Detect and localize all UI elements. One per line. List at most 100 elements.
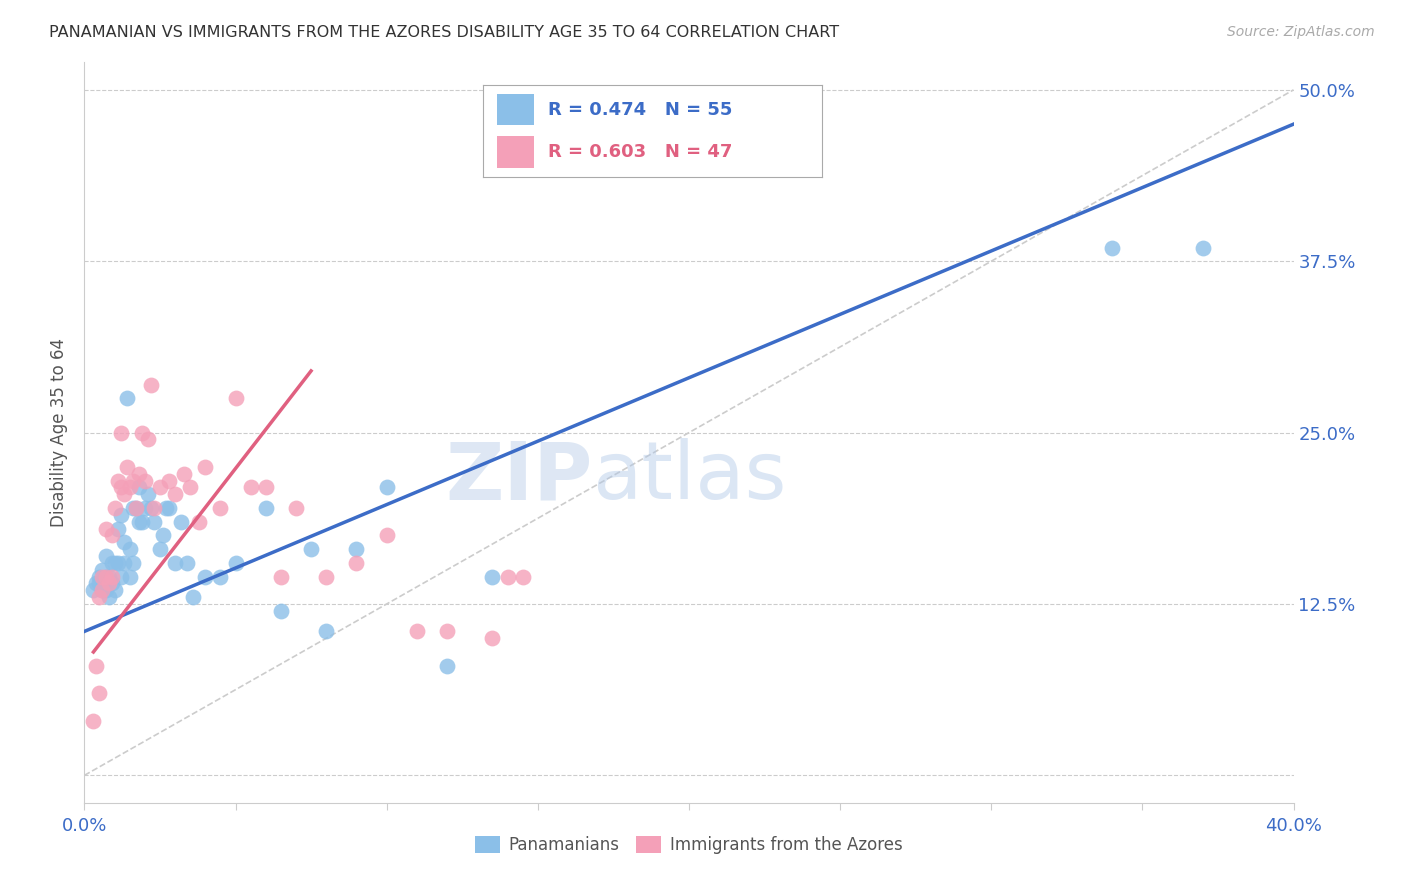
Point xyxy=(100,556,122,570)
Point xyxy=(100,576,122,591)
Point xyxy=(107,522,129,536)
Point xyxy=(149,542,172,557)
Point xyxy=(118,480,141,494)
Point xyxy=(136,433,159,447)
Point xyxy=(115,459,138,474)
Point xyxy=(107,556,129,570)
Point xyxy=(436,658,458,673)
Point xyxy=(375,528,398,542)
Point xyxy=(142,515,165,529)
Point xyxy=(315,624,337,639)
Point xyxy=(86,576,108,591)
Point xyxy=(155,501,177,516)
Point xyxy=(118,542,141,557)
Point xyxy=(82,583,104,598)
Point xyxy=(91,569,114,583)
Point xyxy=(209,569,232,583)
Point xyxy=(142,501,165,516)
Point xyxy=(110,480,132,494)
Point xyxy=(173,467,195,481)
Point xyxy=(100,528,122,542)
Point xyxy=(94,549,117,563)
Point xyxy=(315,569,337,583)
Point xyxy=(131,515,153,529)
Point xyxy=(125,501,148,516)
Point xyxy=(128,480,150,494)
Point xyxy=(170,515,193,529)
Point xyxy=(254,501,277,516)
Point xyxy=(1101,240,1123,255)
Point xyxy=(112,487,135,501)
Point xyxy=(239,480,262,494)
Point xyxy=(104,583,127,598)
Point xyxy=(94,569,117,583)
Point xyxy=(299,542,322,557)
Point xyxy=(91,583,114,598)
Point xyxy=(139,377,162,392)
Point xyxy=(112,556,135,570)
Point xyxy=(406,624,429,639)
Point xyxy=(179,480,201,494)
Point xyxy=(86,658,108,673)
Point xyxy=(112,535,135,549)
Point xyxy=(107,474,129,488)
Point xyxy=(512,569,534,583)
Point xyxy=(94,583,117,598)
Point xyxy=(104,501,127,516)
Point xyxy=(91,563,114,577)
Point xyxy=(181,590,204,604)
Legend: Panamanians, Immigrants from the Azores: Panamanians, Immigrants from the Azores xyxy=(468,830,910,861)
Point xyxy=(121,501,143,516)
Point xyxy=(225,556,247,570)
Point xyxy=(136,487,159,501)
Point xyxy=(100,569,122,583)
Point xyxy=(157,474,180,488)
Point xyxy=(128,515,150,529)
Point xyxy=(481,632,503,646)
Point xyxy=(1192,240,1215,255)
Point xyxy=(115,392,138,406)
Point xyxy=(131,425,153,440)
Point xyxy=(94,569,117,583)
Point xyxy=(270,569,292,583)
Point xyxy=(481,569,503,583)
Point xyxy=(91,583,114,598)
Text: atlas: atlas xyxy=(592,438,786,516)
Text: Source: ZipAtlas.com: Source: ZipAtlas.com xyxy=(1227,25,1375,39)
Point xyxy=(110,569,132,583)
Point xyxy=(82,714,104,728)
Point xyxy=(118,569,141,583)
Point xyxy=(194,569,217,583)
Point xyxy=(97,576,120,591)
Point xyxy=(270,604,292,618)
Point xyxy=(375,480,398,494)
Point xyxy=(125,501,148,516)
Point xyxy=(97,569,120,583)
Point xyxy=(225,392,247,406)
Point xyxy=(194,459,217,474)
Point xyxy=(188,515,211,529)
Point xyxy=(128,467,150,481)
Text: PANAMANIAN VS IMMIGRANTS FROM THE AZORES DISABILITY AGE 35 TO 64 CORRELATION CHA: PANAMANIAN VS IMMIGRANTS FROM THE AZORES… xyxy=(49,25,839,40)
Point xyxy=(89,576,111,591)
Point xyxy=(346,542,368,557)
Text: ZIP: ZIP xyxy=(444,438,592,516)
Point xyxy=(165,556,187,570)
Point xyxy=(496,569,519,583)
Point xyxy=(110,425,132,440)
Point xyxy=(121,474,143,488)
Point xyxy=(139,501,162,516)
Point xyxy=(165,487,187,501)
Point xyxy=(134,474,156,488)
Point xyxy=(134,501,156,516)
Point xyxy=(89,590,111,604)
Point xyxy=(285,501,308,516)
Point xyxy=(104,556,127,570)
Point xyxy=(157,501,180,516)
Point xyxy=(110,508,132,522)
Point xyxy=(89,569,111,583)
Y-axis label: Disability Age 35 to 64: Disability Age 35 to 64 xyxy=(51,338,69,527)
Point xyxy=(149,480,172,494)
Point xyxy=(176,556,198,570)
Point xyxy=(97,590,120,604)
